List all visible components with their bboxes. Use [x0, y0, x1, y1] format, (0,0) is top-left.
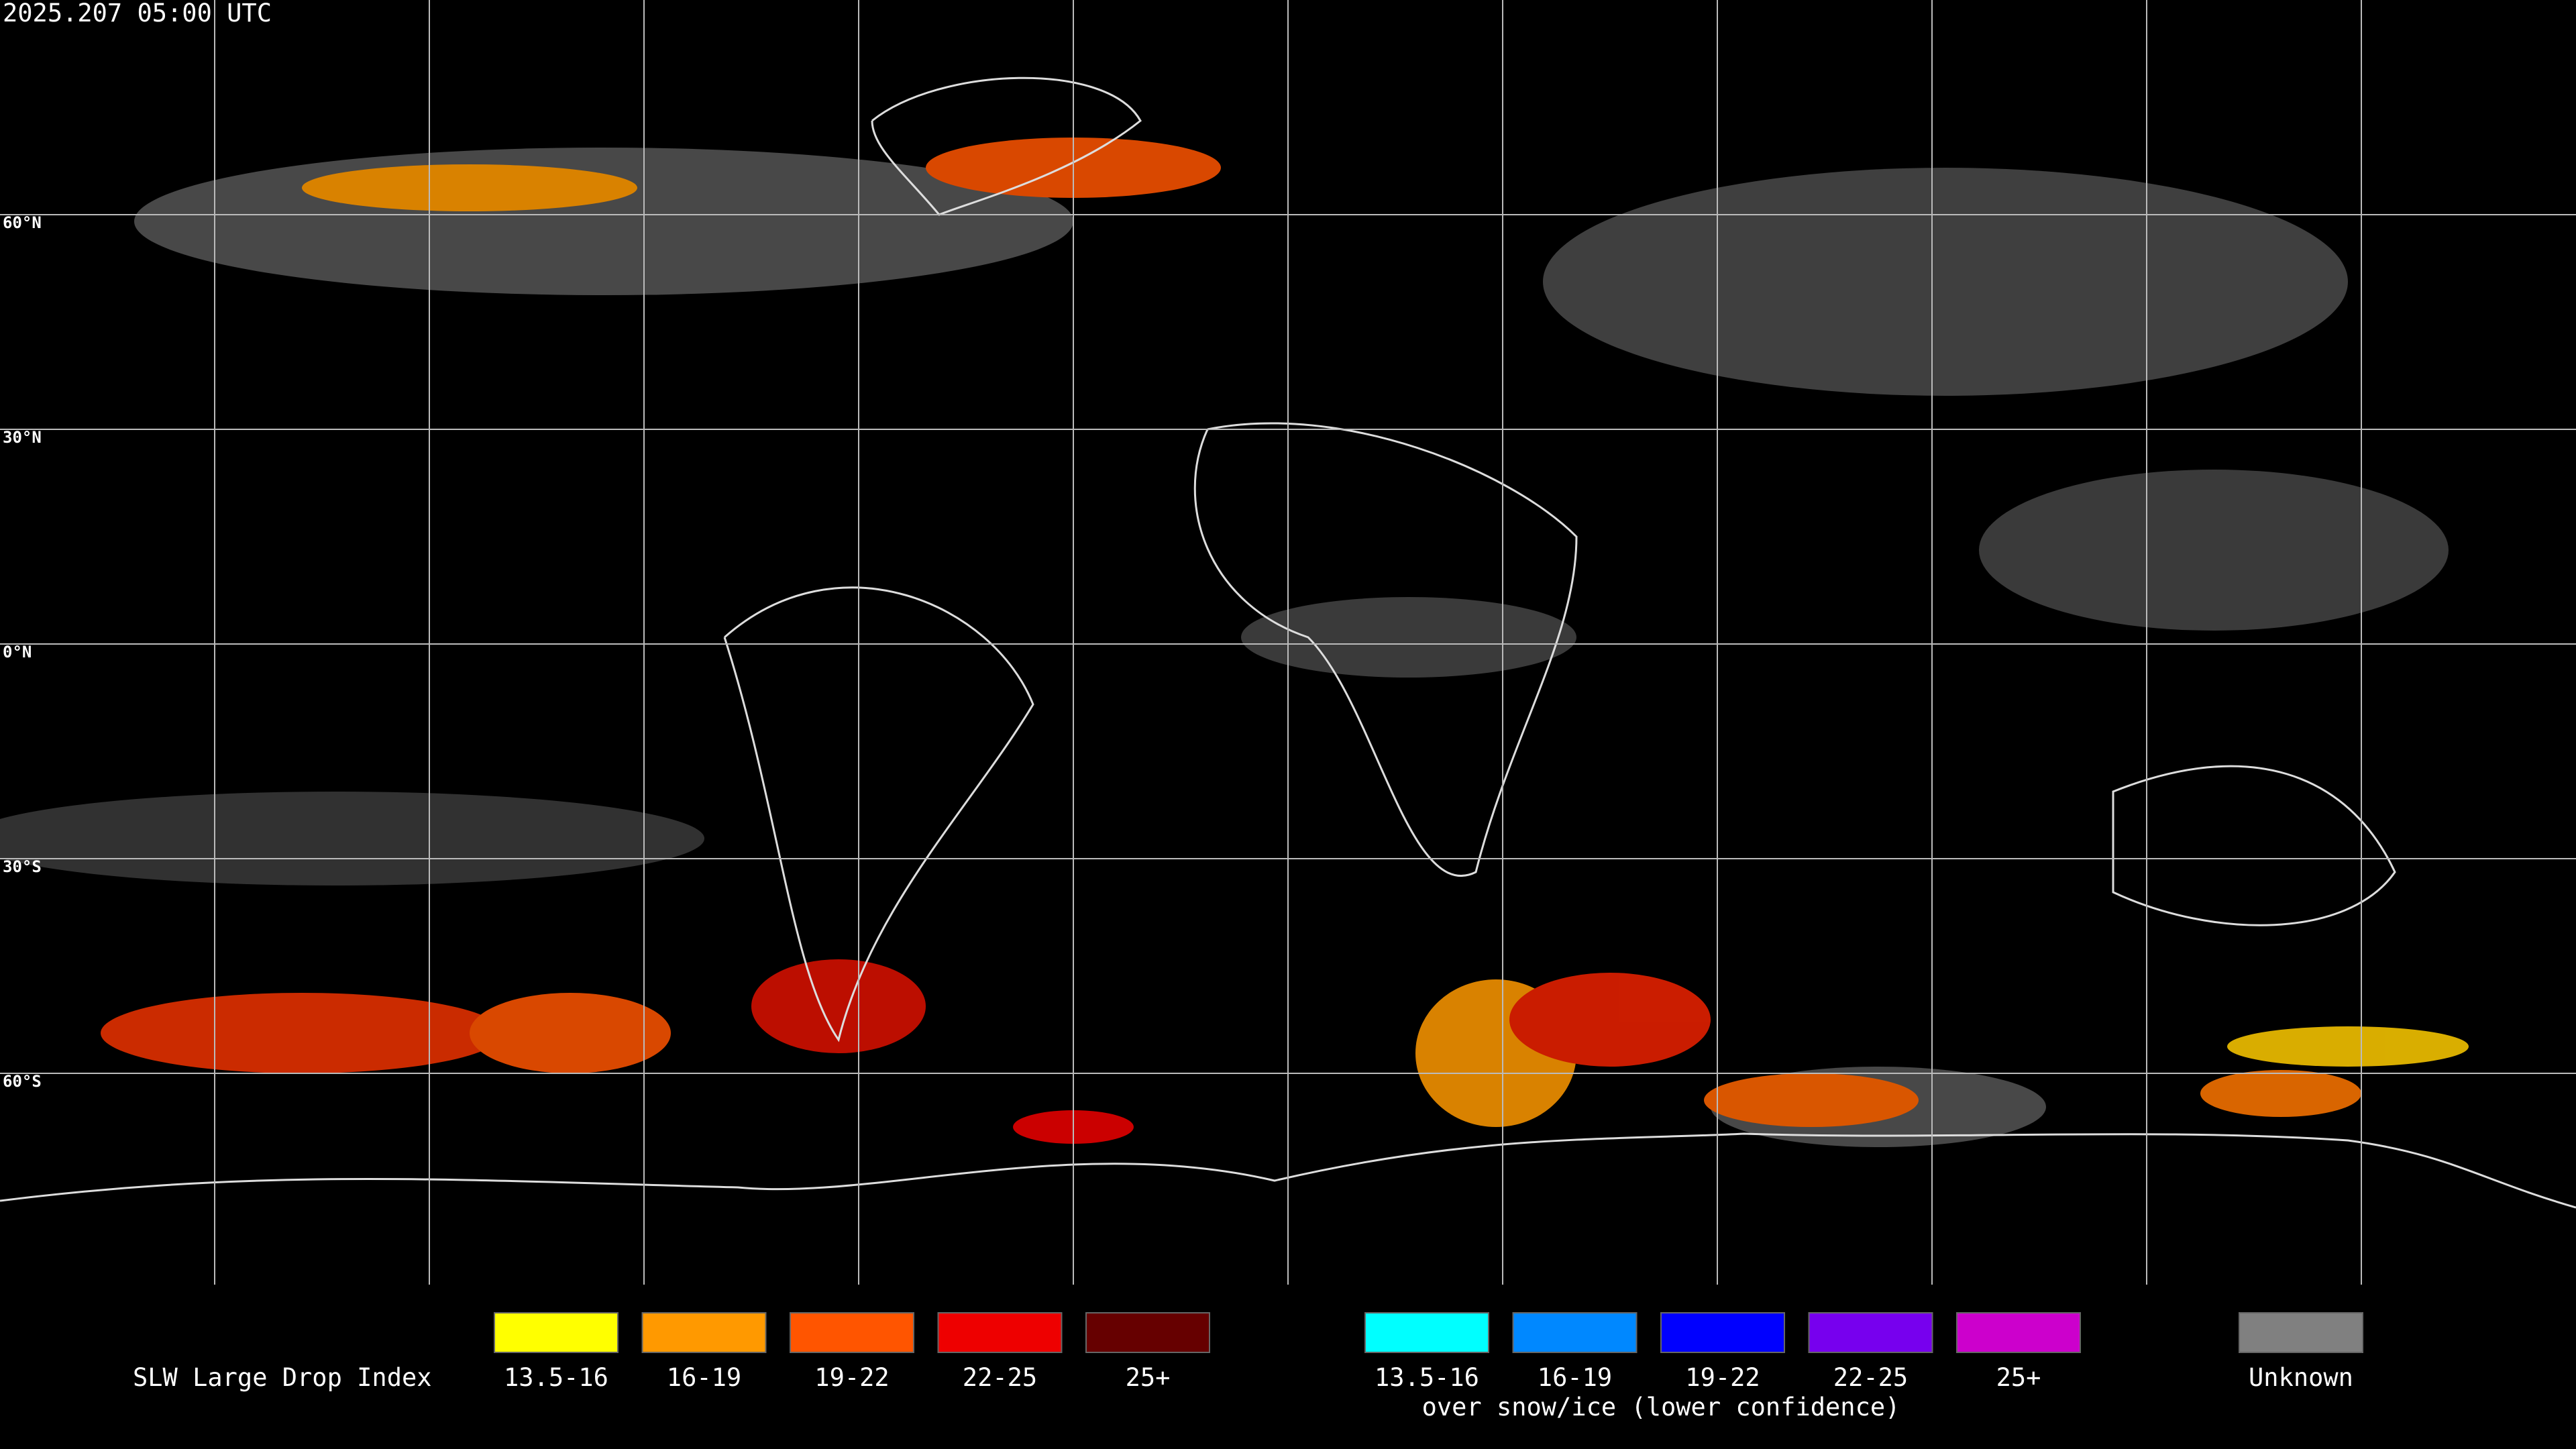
- slw-blob: [101, 993, 503, 1073]
- graticule: [0, 0, 2576, 1285]
- coastline: [0, 1132, 2576, 1209]
- cloud-field: [1241, 597, 1576, 678]
- slw-blob: [2200, 1070, 2361, 1117]
- legend-swatch: [1660, 1312, 1785, 1353]
- legend-label: 16-19: [667, 1363, 741, 1392]
- legend-swatch: [1808, 1312, 1933, 1353]
- lat-label: 30°S: [3, 857, 42, 876]
- slw-blob: [1509, 973, 1711, 1067]
- slw-blob: [302, 164, 637, 211]
- legend-swatch: [2239, 1312, 2363, 1353]
- coastline: [723, 586, 1034, 1042]
- coastlines: [0, 76, 2576, 1209]
- lat-label: 30°N: [3, 428, 42, 447]
- slw-blob: [751, 959, 926, 1053]
- legend-label: 13.5-16: [1375, 1363, 1479, 1392]
- slw-blob: [1704, 1073, 1919, 1127]
- legend-swatch: [1956, 1312, 2081, 1353]
- legend-label: 13.5-16: [504, 1363, 608, 1392]
- legend-note: over snow/ice (lower confidence): [1422, 1393, 1900, 1421]
- coastline: [871, 76, 1142, 216]
- legend-title: SLW Large Drop Index: [133, 1363, 432, 1392]
- legend-label: 22-25: [1833, 1363, 1908, 1392]
- legend-swatch: [1085, 1312, 1210, 1353]
- slw-blob: [470, 993, 671, 1073]
- cloud-field: [0, 792, 704, 885]
- lat-label: 0°N: [3, 643, 32, 661]
- legend: SLW Large Drop Index over snow/ice (lowe…: [133, 1312, 2363, 1421]
- legend-label: 22-25: [963, 1363, 1037, 1392]
- timestamp: 2025.207 05:00 UTC: [3, 0, 272, 28]
- cloud-field: [1979, 470, 2449, 631]
- legend-label: 19-22: [1685, 1363, 1760, 1392]
- cloud-field: [1543, 168, 2348, 396]
- legend-swatch: [641, 1312, 767, 1353]
- legend-swatch: [790, 1312, 914, 1353]
- lat-label: 60°N: [3, 213, 42, 232]
- legend-label: 25+: [1996, 1363, 2041, 1392]
- slw-blob: [2227, 1026, 2469, 1067]
- legend-label: 19-22: [814, 1363, 889, 1392]
- lat-label: 60°S: [3, 1072, 42, 1091]
- legend-label: 16-19: [1538, 1363, 1612, 1392]
- coastline: [2112, 765, 2396, 926]
- map: 60°N 30°N 0°N 30°S 60°S: [0, 0, 2576, 1285]
- legend-swatch: [494, 1312, 619, 1353]
- legend-swatch: [1512, 1312, 1638, 1353]
- coastline: [1193, 422, 1578, 877]
- legend-label: 25+: [1126, 1363, 1171, 1392]
- legend-swatch: [1364, 1312, 1489, 1353]
- legend-swatch: [937, 1312, 1063, 1353]
- legend-label: Unknown: [2249, 1363, 2353, 1392]
